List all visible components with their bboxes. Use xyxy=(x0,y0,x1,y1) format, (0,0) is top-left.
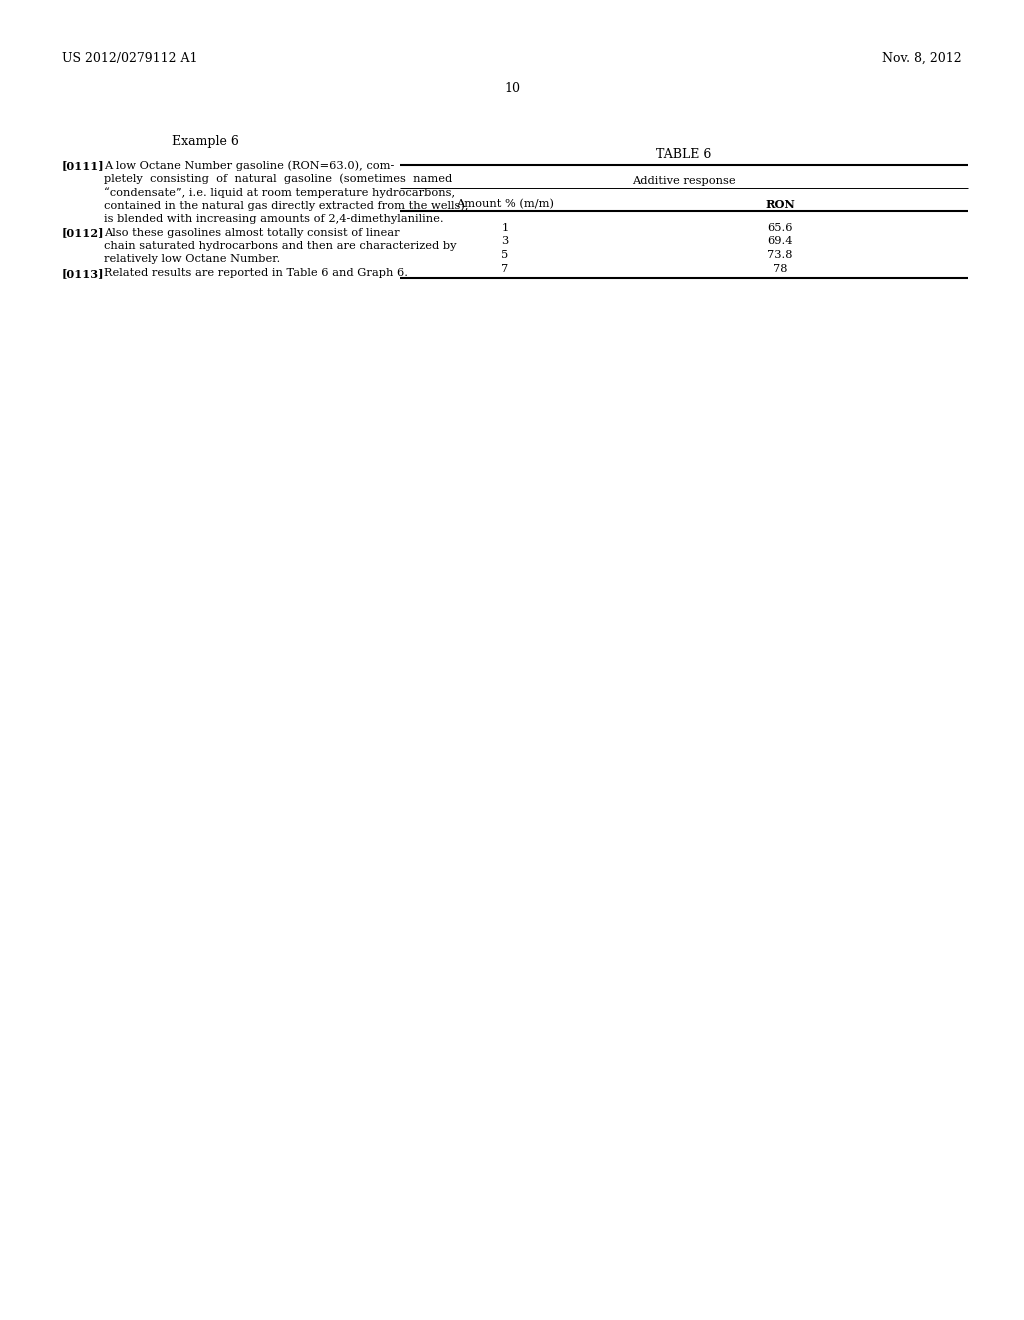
Text: TABLE 6: TABLE 6 xyxy=(656,148,712,161)
Text: [0113]: [0113] xyxy=(62,268,104,279)
Text: 7: 7 xyxy=(502,264,509,273)
Text: pletely  consisting  of  natural  gasoline  (sometimes  named: pletely consisting of natural gasoline (… xyxy=(104,173,453,183)
Text: A low Octane Number gasoline (RON=63.0), com-: A low Octane Number gasoline (RON=63.0),… xyxy=(104,160,394,170)
Text: US 2012/0279112 A1: US 2012/0279112 A1 xyxy=(62,51,198,65)
Text: 1: 1 xyxy=(502,223,509,234)
Text: [0112]: [0112] xyxy=(62,227,104,239)
Text: 65.6: 65.6 xyxy=(767,223,793,234)
Text: chain saturated hydrocarbons and then are characterized by: chain saturated hydrocarbons and then ar… xyxy=(104,242,457,251)
Text: [0111]: [0111] xyxy=(62,160,104,172)
Text: 10: 10 xyxy=(504,82,520,95)
Text: Amount % (m/m): Amount % (m/m) xyxy=(456,199,554,210)
Text: Related results are reported in Table 6 and Graph 6.: Related results are reported in Table 6 … xyxy=(104,268,408,279)
Text: “condensate”, i.e. liquid at room temperature hydrocarbons,: “condensate”, i.e. liquid at room temper… xyxy=(104,187,455,198)
Text: 73.8: 73.8 xyxy=(767,249,793,260)
Text: 69.4: 69.4 xyxy=(767,236,793,247)
Text: Nov. 8, 2012: Nov. 8, 2012 xyxy=(883,51,962,65)
Text: 5: 5 xyxy=(502,249,509,260)
Text: 3: 3 xyxy=(502,236,509,247)
Text: Also these gasolines almost totally consist of linear: Also these gasolines almost totally cons… xyxy=(104,227,399,238)
Text: Additive response: Additive response xyxy=(632,176,736,186)
Text: is blended with increasing amounts of 2,4-dimethylaniline.: is blended with increasing amounts of 2,… xyxy=(104,214,443,224)
Text: RON: RON xyxy=(765,199,795,210)
Text: 78: 78 xyxy=(773,264,787,273)
Text: relatively low Octane Number.: relatively low Octane Number. xyxy=(104,255,281,264)
Text: contained in the natural gas directly extracted from the wells),: contained in the natural gas directly ex… xyxy=(104,201,469,211)
Text: Example 6: Example 6 xyxy=(172,135,239,148)
